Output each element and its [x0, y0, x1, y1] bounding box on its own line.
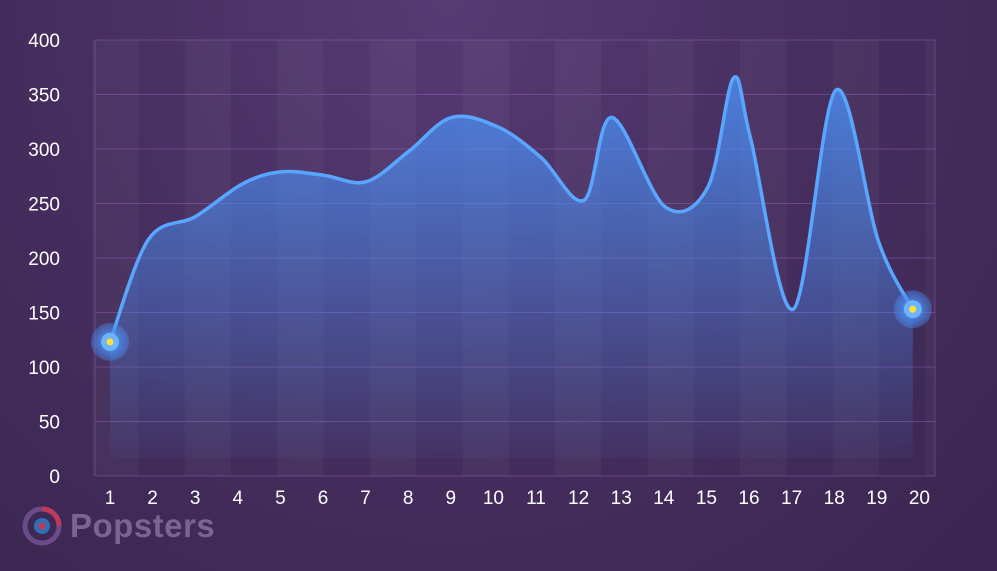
x-tick-label: 3 — [190, 488, 201, 509]
x-tick-label: 8 — [403, 488, 414, 509]
x-tick-label: 9 — [446, 488, 457, 509]
x-tick-label: 5 — [275, 488, 286, 509]
x-axis-ticks: 1 2 3 4 5 6 7 8 9 10 11 12 13 14 15 16 17 18 19 20 — [105, 488, 930, 509]
x-tick-label: 6 — [318, 488, 329, 509]
y-tick-label: 250 — [28, 195, 60, 216]
x-tick-label: 2 — [147, 488, 158, 509]
popsters-logo-icon — [22, 506, 62, 546]
x-tick-label: 13 — [611, 488, 632, 509]
x-tick-label: 17 — [781, 488, 802, 509]
y-tick-label: 350 — [28, 86, 60, 107]
y-tick-label: 0 — [49, 467, 60, 488]
y-tick-label: 50 — [39, 413, 60, 434]
x-tick-label: 12 — [568, 488, 589, 509]
highlighted-points — [91, 290, 932, 361]
x-tick-label: 20 — [909, 488, 930, 509]
highlighted-point[interactable] — [893, 290, 932, 329]
x-tick-label: 7 — [360, 488, 371, 509]
watermark-text: Popsters — [70, 507, 216, 544]
x-tick-label: 10 — [483, 488, 504, 509]
x-tick-label: 4 — [233, 488, 244, 509]
area-fill — [110, 76, 913, 459]
x-tick-label: 19 — [866, 488, 887, 509]
y-tick-label: 150 — [28, 304, 60, 325]
watermark: Popsters — [22, 502, 215, 550]
y-tick-label: 300 — [28, 140, 60, 161]
x-tick-label: 16 — [738, 488, 759, 509]
series-line — [108, 75, 915, 344]
x-tick-label: 14 — [653, 488, 675, 509]
highlighted-point[interactable] — [91, 322, 129, 361]
x-tick-label: 11 — [526, 488, 546, 509]
y-tick-label: 100 — [28, 358, 60, 379]
y-tick-label: 400 — [28, 31, 60, 52]
x-tick-label: 15 — [696, 488, 717, 509]
x-tick-label: 18 — [824, 488, 845, 509]
y-tick-label: 200 — [28, 249, 60, 270]
y-axis-ticks: 0 50 100 150 200 250 300 350 400 — [28, 31, 60, 488]
x-tick-label: 1 — [105, 488, 116, 509]
